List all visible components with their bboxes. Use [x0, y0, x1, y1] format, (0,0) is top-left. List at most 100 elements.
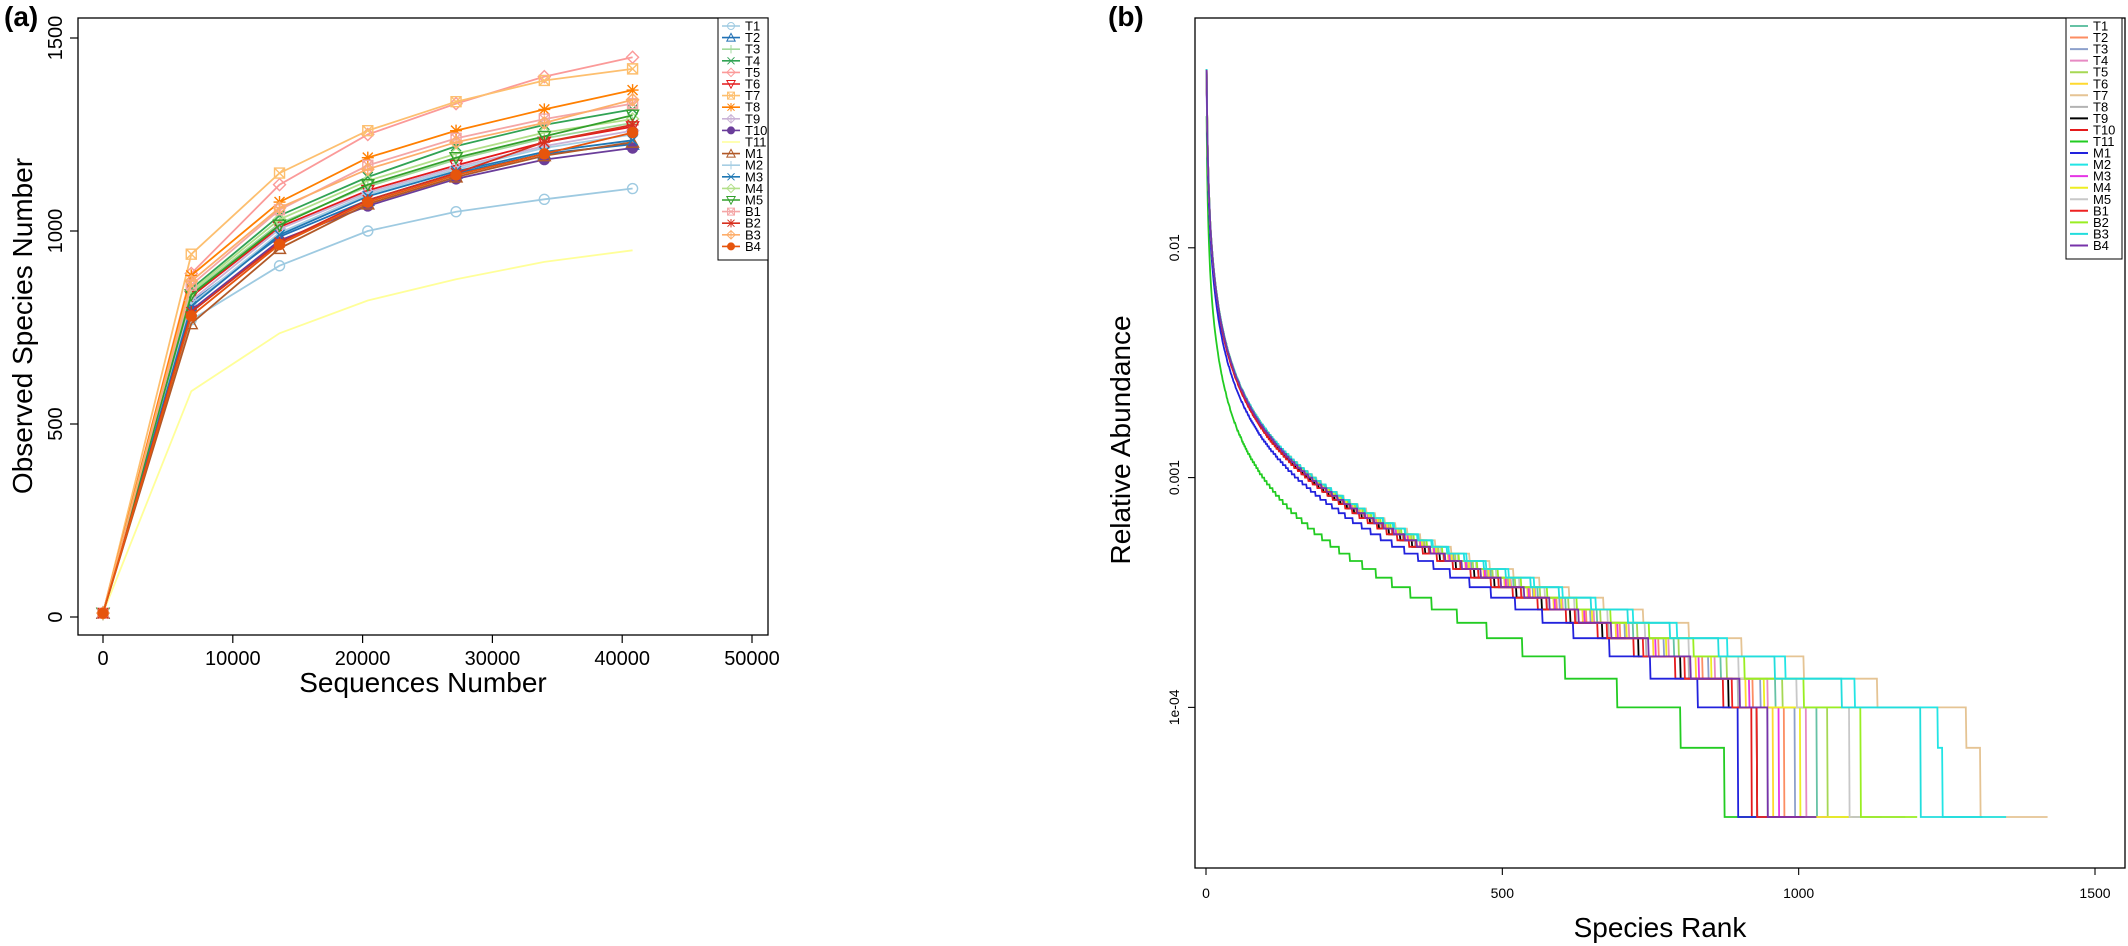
legend-item-m5: M5 — [722, 193, 763, 208]
panel-b-x-axis: 0 500 1000 1500 — [1202, 868, 2111, 901]
series-t11 — [102, 249, 633, 614]
legend-label: T10 — [2093, 122, 2115, 137]
legend-item-t6: T6 — [2070, 76, 2108, 91]
data-point-b4 — [450, 169, 462, 181]
series-line-t1 — [1205, 68, 1870, 818]
legend-marker — [727, 91, 735, 100]
data-point-t8 — [450, 124, 463, 137]
legend-item-m4: M4 — [2070, 180, 2111, 195]
legend-item-m4: M4 — [722, 181, 763, 196]
panel-b-legend: T1T2T3T4T5T6T7T8T9T10T11M1M2M3M4M5B1B2B3… — [2065, 17, 2123, 260]
legend-item-t3: T3 — [2070, 42, 2108, 57]
panel-a-plot-frame — [77, 17, 769, 636]
legend-item-m5: M5 — [2070, 192, 2111, 207]
data-point-t7 — [273, 167, 286, 179]
series-line-b4 — [1205, 69, 1817, 818]
panel-b-label: (b) — [1108, 1, 1144, 32]
data-point-b2 — [626, 118, 639, 131]
panel-a-y-tick-label: 500 — [45, 407, 67, 440]
data-point-b3 — [272, 200, 287, 215]
data-point-m4 — [360, 173, 375, 188]
panel-a-y-tick-label: 1000 — [45, 209, 67, 254]
panel-b-x-tick-label: 1000 — [1783, 885, 1814, 901]
legend-item-t11: T11 — [722, 135, 766, 150]
panel-a-label: (a) — [4, 1, 38, 32]
legend-label: M5 — [745, 193, 763, 208]
data-point-b4 — [538, 148, 551, 160]
legend-item-t4: T4 — [2070, 53, 2108, 68]
legend-marker — [725, 196, 737, 206]
series-line-t9 — [1205, 71, 1805, 818]
panel-a-x-tick-label: 50000 — [724, 648, 780, 670]
legend-label: T5 — [2093, 65, 2108, 80]
data-point-m3 — [274, 229, 286, 241]
series-line-t8 — [1205, 70, 1817, 818]
legend-label: M4 — [2093, 180, 2111, 195]
series-line-m2 — [1205, 68, 2007, 818]
panel-a-y-tick-label: 0 — [45, 611, 67, 622]
data-point-t7 — [626, 63, 639, 75]
data-point-t1 — [626, 182, 639, 195]
legend-item-t6: T6 — [722, 77, 760, 92]
series-line-b2 — [1205, 68, 1918, 818]
panel-b-y-axis-title: Relative Abundance — [1105, 315, 1136, 564]
legend-item-t5: T5 — [722, 65, 760, 80]
series-line-t7 — [1205, 68, 2048, 818]
data-point-m1 — [625, 134, 640, 148]
data-point-b3 — [537, 115, 552, 130]
legend-label: T10 — [745, 123, 767, 138]
legend-item-b4: B4 — [722, 239, 761, 254]
data-point-t1 — [362, 225, 374, 237]
panel-a-x-axis: 0 10000 20000 30000 40000 50000 — [97, 635, 780, 670]
panel-a-x-tick-label: 40000 — [594, 648, 650, 670]
series-line-t10 — [1205, 72, 1799, 818]
legend-marker — [725, 32, 737, 42]
panel-a-x-axis-title: Sequences Number — [299, 667, 546, 698]
legend-label: B3 — [2093, 226, 2109, 241]
series-line-b3 — [1205, 68, 1983, 818]
legend-label: T2 — [2093, 30, 2108, 45]
data-point-m5 — [625, 109, 640, 123]
data-point-m4 — [449, 146, 464, 161]
series-line-t1 — [102, 187, 633, 614]
legend-label: M2 — [745, 158, 763, 173]
series-t1 — [97, 182, 639, 619]
legend-box — [717, 17, 769, 261]
legend-marker — [727, 22, 735, 30]
series-line-t2 — [102, 143, 633, 614]
series-t10 — [97, 142, 639, 619]
panel-b-series-group — [1205, 68, 2048, 818]
legend-item-t9: T9 — [2070, 111, 2108, 126]
series-line-t10 — [102, 147, 633, 614]
legend-marker — [727, 242, 735, 251]
panel-b-x-tick-label: 0 — [1202, 885, 1210, 901]
series-t7 — [97, 63, 639, 619]
panel-a-series-group — [95, 50, 640, 621]
data-point-b4 — [185, 310, 197, 322]
legend-item-m1: M1 — [722, 146, 763, 161]
series-line-m3 — [1205, 68, 1829, 818]
legend-label: T3 — [745, 42, 760, 57]
panel-a-chart: (a) 0 10000 20000 30000 40000 50000 0 500 1000 1… — [4, 1, 780, 698]
panel-a-x-tick-label: 0 — [97, 648, 108, 670]
legend-label: T2 — [745, 30, 760, 45]
legend-label: M3 — [745, 169, 763, 184]
data-point-b4 — [97, 607, 109, 619]
legend-label: M1 — [2093, 146, 2111, 161]
series-line-m1 — [102, 141, 633, 614]
data-point-t1 — [450, 205, 462, 218]
legend-item-t4: T4 — [722, 53, 760, 68]
panel-a-x-tick-label: 30000 — [465, 648, 521, 670]
panel-b-x-tick-label: 1500 — [2079, 885, 2110, 901]
panel-b-y-tick-label: 1e-04 — [1166, 689, 1182, 725]
legend-label: T8 — [745, 100, 760, 115]
legend-marker — [726, 45, 736, 54]
series-line-b1 — [1205, 69, 1805, 818]
panel-a-y-axis-title: Observed Species Number — [7, 158, 38, 494]
legend-label: M4 — [745, 181, 763, 196]
legend-item-t1: T1 — [2070, 19, 2108, 34]
series-line-m4 — [102, 118, 633, 614]
data-point-t5 — [537, 69, 552, 84]
series-line-m1 — [1205, 80, 1784, 818]
legend-label: M1 — [745, 146, 763, 161]
